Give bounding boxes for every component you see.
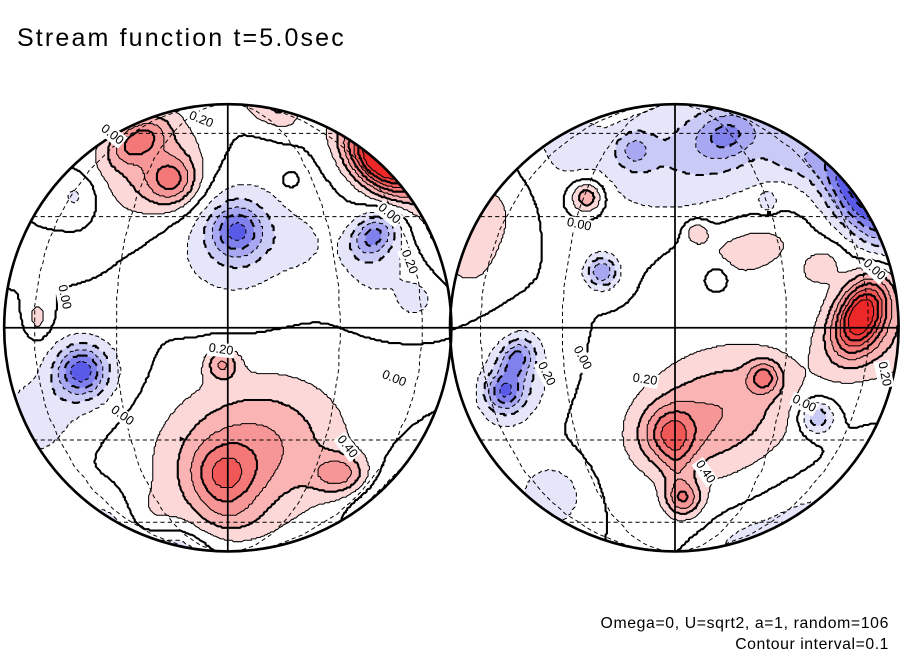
svg-text:0.20: 0.20 bbox=[208, 341, 234, 358]
svg-text:0.00: 0.00 bbox=[55, 283, 74, 310]
svg-text:0.20: 0.20 bbox=[632, 371, 658, 388]
svg-text:Stream function t=5.0sec: Stream function t=5.0sec bbox=[17, 24, 346, 52]
svg-text:Omega=0, U=sqrt2, a=1, random=: Omega=0, U=sqrt2, a=1, random=106 bbox=[601, 615, 889, 632]
svg-text:0.20: 0.20 bbox=[875, 360, 894, 387]
svg-text:0.00: 0.00 bbox=[566, 215, 593, 234]
svg-text:Contour interval=0.1: Contour interval=0.1 bbox=[735, 636, 889, 653]
